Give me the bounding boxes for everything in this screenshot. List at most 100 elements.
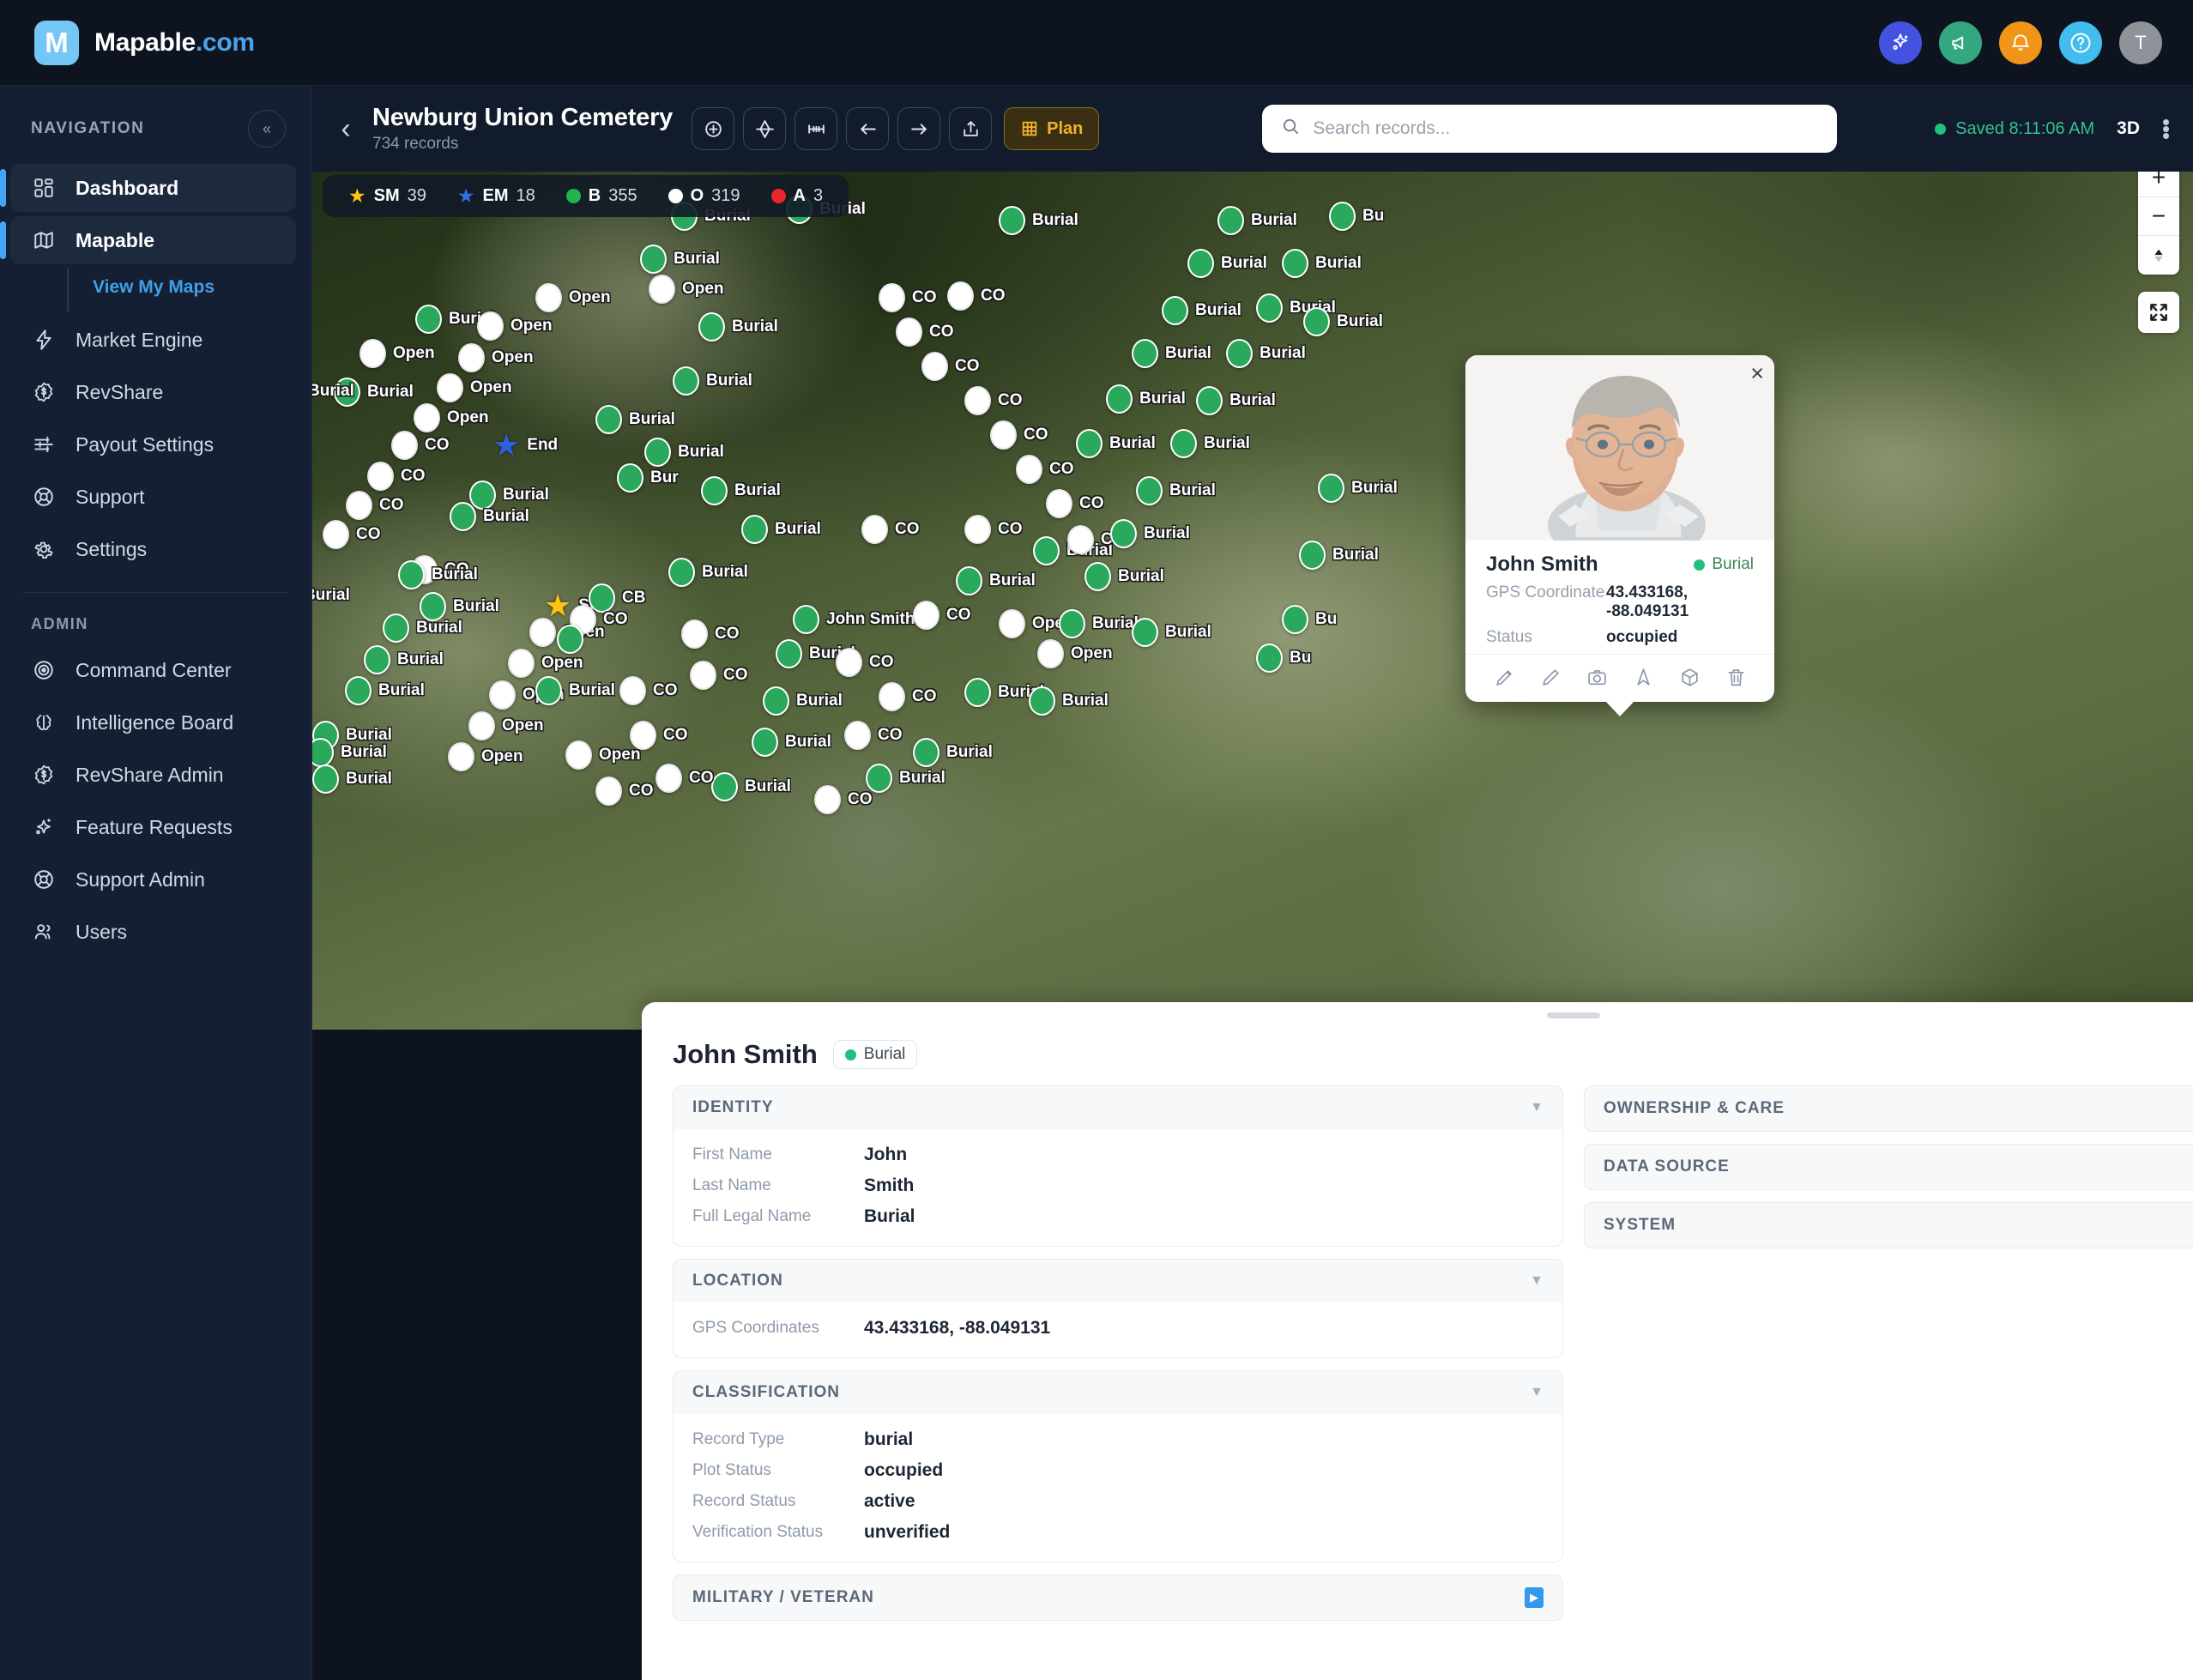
back-button[interactable]: ‹ — [341, 112, 351, 145]
marker-dot-burial[interactable] — [913, 738, 939, 767]
detail-section-header[interactable]: CLASSIFICATION ▼ — [674, 1371, 1562, 1414]
detail-section-header[interactable]: OWNERSHIP & CARE▶ — [1585, 1086, 2193, 1131]
move-tool[interactable] — [743, 107, 787, 150]
sidebar-item-revshare[interactable]: RevShare — [10, 368, 296, 416]
marker-star-sm[interactable]: ★ — [544, 588, 572, 623]
marker-dot-open[interactable] — [1046, 489, 1072, 518]
bell-icon[interactable] — [1999, 21, 2042, 64]
map-marker[interactable]: Burial — [1217, 206, 1297, 235]
marker-dot-burial[interactable] — [752, 728, 778, 757]
marker-dot-open[interactable] — [814, 785, 841, 814]
marker-dot-burial[interactable] — [398, 560, 425, 589]
marker-dot-open[interactable] — [921, 352, 948, 381]
map-marker[interactable]: Open — [458, 343, 534, 372]
marker-dot-burial[interactable] — [1282, 249, 1308, 278]
marker-dot-burial[interactable] — [1084, 562, 1111, 591]
map-marker[interactable]: CO — [947, 281, 1006, 311]
marker-dot-open[interactable] — [508, 649, 535, 678]
brand-logo-group[interactable]: M Mapable.com — [34, 20, 255, 65]
search-box[interactable] — [1262, 105, 1838, 153]
more-options-button[interactable]: • • • — [2162, 109, 2171, 148]
marker-dot-open[interactable] — [595, 777, 622, 806]
detail-section-header[interactable]: MILITARY / VETERAN ▶ — [674, 1575, 1562, 1620]
map-marker[interactable]: Burial — [398, 560, 478, 589]
map-marker[interactable]: Burial — [383, 613, 462, 643]
panel-drag-handle[interactable] — [1547, 1012, 1600, 1018]
fullscreen-button[interactable] — [2138, 292, 2179, 333]
sidebar-item-mapable[interactable]: Mapable — [0, 216, 296, 264]
map-marker[interactable]: Burial — [711, 772, 791, 801]
map-marker[interactable]: Open — [565, 740, 641, 770]
map-marker[interactable]: Open — [448, 742, 523, 771]
detail-section-header[interactable]: SYSTEM▶ — [1585, 1203, 2193, 1248]
marker-dot-open[interactable] — [1037, 639, 1064, 668]
detail-section-header[interactable]: LOCATION ▼ — [674, 1260, 1562, 1302]
map-marker[interactable]: Burial — [752, 728, 831, 757]
sidebar-collapse-button[interactable]: « — [248, 110, 286, 148]
undo-tool[interactable] — [846, 107, 890, 150]
marker-dot-open[interactable] — [655, 764, 682, 793]
plan-button[interactable]: Plan — [1004, 107, 1100, 150]
map-marker[interactable]: CO — [964, 515, 1023, 544]
marker-dot-burial[interactable] — [1033, 536, 1060, 565]
marker-dot-open[interactable] — [346, 491, 372, 520]
map-marker[interactable]: Bu — [1329, 202, 1384, 231]
detail-section-header[interactable]: IDENTITY ▼ — [674, 1086, 1562, 1129]
marker-dot-burial[interactable] — [420, 592, 446, 621]
marker-dot-burial[interactable] — [1256, 644, 1283, 673]
sidebar-item-market-engine[interactable]: Market Engine — [10, 316, 296, 364]
marker-dot-burial[interactable] — [956, 566, 982, 595]
marker-dot-burial[interactable] — [415, 305, 442, 334]
map-marker[interactable]: Burial — [1187, 249, 1267, 278]
close-icon[interactable]: × — [1750, 360, 1764, 386]
marker-dot-burial[interactable] — [793, 605, 819, 634]
sidebar-item-dashboard[interactable]: Dashboard — [0, 164, 296, 212]
marker-dot-burial[interactable] — [383, 613, 409, 643]
sidebar-item-view-my-maps[interactable]: View My Maps — [93, 277, 214, 297]
map-marker[interactable]: Bur — [617, 463, 679, 493]
marker-dot-burial[interactable] — [1162, 296, 1188, 325]
marker-dot-open[interactable] — [913, 601, 939, 630]
sidebar-item-revshare-admin[interactable]: RevShare Admin — [10, 751, 296, 799]
marker-dot-burial[interactable] — [1132, 618, 1158, 647]
map-marker[interactable]: Burial — [469, 480, 549, 510]
marker-dot-open[interactable] — [565, 740, 592, 770]
marker-dot-open[interactable] — [999, 609, 1025, 638]
marker-dot-burial[interactable] — [595, 405, 622, 434]
map-marker[interactable]: Burial — [1084, 562, 1164, 591]
marker-dot-burial[interactable] — [535, 676, 562, 705]
marker-dot-burial[interactable] — [1256, 293, 1283, 323]
marker-dot-open[interactable] — [414, 403, 440, 432]
marker-dot-burial[interactable] — [1196, 386, 1223, 415]
map-marker[interactable]: Burial — [1282, 249, 1362, 278]
map-marker[interactable]: Burial — [312, 738, 387, 767]
marker-dot-open[interactable] — [681, 619, 708, 649]
marker-dot-open[interactable] — [990, 420, 1017, 450]
chevron-down-icon[interactable]: ▼ — [1530, 1100, 1544, 1115]
marker-dot-open[interactable] — [879, 283, 905, 312]
map-marker[interactable]: Burial — [701, 476, 781, 505]
camera-icon[interactable] — [1586, 667, 1608, 688]
map-marker[interactable]: CB — [589, 583, 645, 613]
map-marker[interactable]: Burial — [1136, 476, 1216, 505]
map-marker[interactable]: Open — [437, 373, 512, 402]
sidebar-item-support-admin[interactable]: Support Admin — [10, 855, 296, 903]
marker-dot-burial[interactable] — [763, 686, 789, 716]
marker-dot-burial[interactable] — [1106, 384, 1133, 414]
sidebar-item-payout-settings[interactable]: Payout Settings — [10, 420, 296, 468]
map-marker[interactable]: Burial — [345, 676, 425, 705]
marker-dot-open[interactable] — [458, 343, 485, 372]
map-marker[interactable]: Burial — [999, 206, 1078, 235]
marker-dot-burial[interactable] — [334, 378, 360, 407]
sidebar-item-settings[interactable]: Settings — [10, 525, 296, 573]
measure-tool[interactable] — [794, 107, 838, 150]
map-marker[interactable]: Open — [359, 339, 435, 368]
map-marker[interactable]: CO — [844, 721, 903, 750]
map-marker[interactable]: Open — [1037, 639, 1113, 668]
marker-dot-burial[interactable] — [345, 676, 372, 705]
marker-dot-burial[interactable] — [1076, 429, 1103, 458]
map-marker[interactable]: Burial — [1299, 541, 1379, 570]
map-marker[interactable]: CO — [346, 491, 404, 520]
compass-button[interactable] — [2138, 236, 2179, 275]
marker-dot-open[interactable] — [448, 742, 474, 771]
